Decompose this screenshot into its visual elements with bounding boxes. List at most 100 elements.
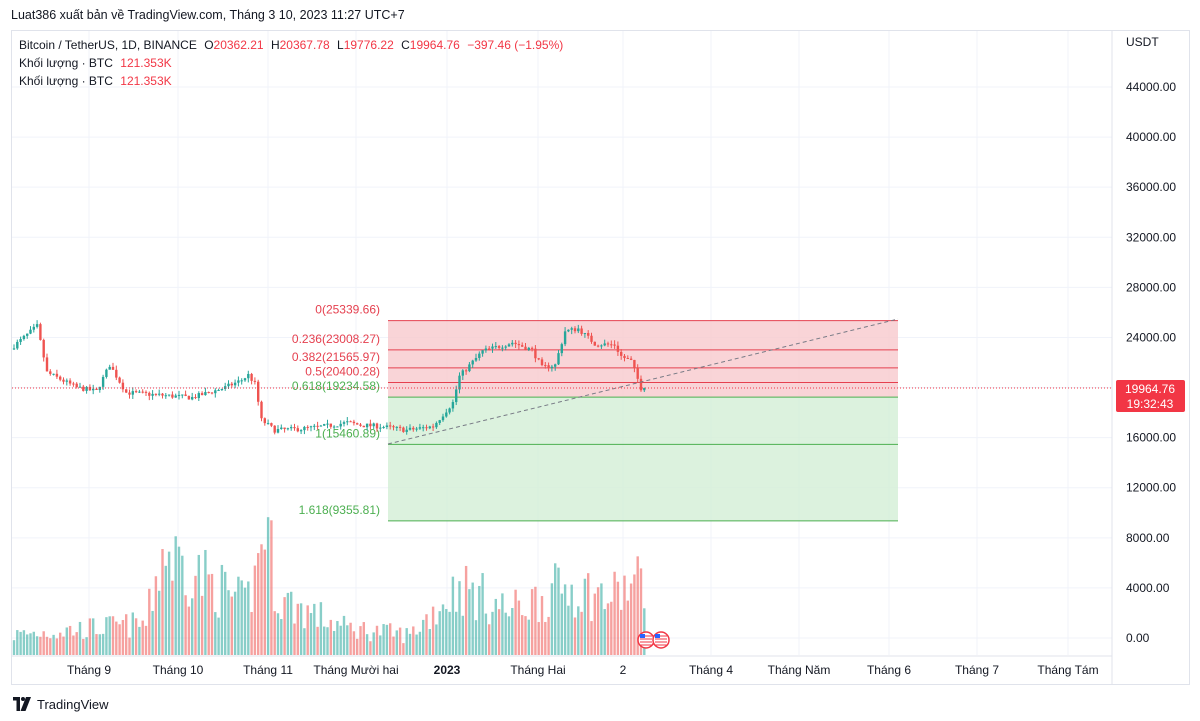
x-tick-label: Tháng 6 xyxy=(867,663,911,677)
volume-bar xyxy=(365,634,369,655)
axis-layer[interactable]: 44000.0040000.0036000.0032000.0028000.00… xyxy=(12,31,1185,684)
legend-close-key: C xyxy=(401,38,410,52)
volume-bar xyxy=(332,630,336,655)
volume-bar xyxy=(319,602,323,655)
volume-bar xyxy=(570,584,573,655)
flag-canton xyxy=(640,634,645,638)
volume-bar xyxy=(471,582,474,655)
candle-body xyxy=(283,427,286,430)
candle-body xyxy=(306,426,309,428)
candle-body xyxy=(349,421,352,423)
fib-zone xyxy=(388,367,898,383)
volume-bar xyxy=(369,641,372,655)
fib-retracement[interactable]: 0(25339.66) 0.236(23008.27) 0.382(21565.97… xyxy=(292,303,898,522)
legend-volume-value: 121.353K xyxy=(120,74,172,88)
candle-body xyxy=(243,378,247,381)
candle-body xyxy=(316,425,319,427)
legend-volume-label[interactable]: Khối lượng · BTC xyxy=(19,74,113,88)
volume-bar xyxy=(326,627,329,655)
candle-body xyxy=(220,388,224,390)
volume-bar xyxy=(174,536,177,655)
legend-open-key: O xyxy=(204,38,214,52)
volume-bar xyxy=(623,575,626,655)
legend-volume-row-2[interactable]: Khối lượng · BTC 121.353K xyxy=(19,74,176,88)
volume-bar xyxy=(42,631,45,655)
volume-bar xyxy=(583,578,587,655)
volume-bar xyxy=(164,565,167,655)
volume-bar xyxy=(626,600,629,655)
candle-body xyxy=(524,346,527,350)
volume-bar xyxy=(151,610,154,655)
candle-body xyxy=(32,326,35,330)
tradingview-logo-icon xyxy=(13,697,31,711)
volume-bar xyxy=(329,619,332,655)
candle-body xyxy=(184,394,187,396)
x-tick-label: Tháng 11 xyxy=(243,663,293,677)
y-tick-label: 36000.00 xyxy=(1126,180,1176,194)
candle-body xyxy=(148,392,151,396)
volume-bar xyxy=(497,609,501,655)
candle-body xyxy=(35,324,39,327)
candle-body xyxy=(250,373,253,381)
volume-bar xyxy=(266,517,270,655)
volume-bar xyxy=(527,619,530,655)
volume-bar xyxy=(339,625,342,655)
volume-bar xyxy=(62,636,65,655)
volume-bar xyxy=(511,608,514,655)
volume-bar xyxy=(501,593,504,655)
legend-symbol-row[interactable]: Bitcoin / TetherUS, 1D, BINANCE O20362.2… xyxy=(19,38,567,52)
volume-bar xyxy=(121,620,125,655)
tradingview-brand[interactable]: TradingView xyxy=(37,696,109,712)
candle-body xyxy=(567,329,570,332)
candle-body xyxy=(217,389,220,391)
volume-bar xyxy=(405,628,408,655)
fib-level-label: 1(15460.89) xyxy=(315,426,380,440)
candle-body xyxy=(125,389,128,393)
chart-canvas[interactable]: 0(25339.66) 0.236(23008.27) 0.382(21565.97… xyxy=(0,0,1200,690)
volume-bar xyxy=(356,638,359,655)
volume-bar xyxy=(422,619,425,655)
footer[interactable]: TradingView xyxy=(11,694,109,714)
candle-body xyxy=(468,364,471,372)
volume-bar xyxy=(88,618,92,655)
candle-body xyxy=(554,364,557,367)
volume-bar xyxy=(418,631,422,655)
candle-body xyxy=(118,377,121,383)
legend-volume-label[interactable]: Khối lượng · BTC xyxy=(19,56,113,70)
candle-body xyxy=(101,376,105,387)
volume-bar xyxy=(323,626,326,655)
candle-body xyxy=(68,380,72,384)
candle-body xyxy=(319,425,323,427)
volume-bar xyxy=(573,617,577,655)
candle-body xyxy=(530,347,534,349)
volume-bar xyxy=(484,613,488,655)
candle-body xyxy=(474,357,478,361)
legend-symbol[interactable]: Bitcoin / TetherUS, 1D, BINANCE xyxy=(19,38,197,52)
legend-volume-row-1[interactable]: Khối lượng · BTC 121.353K xyxy=(19,56,176,70)
candle-body xyxy=(197,393,200,399)
volume-bar xyxy=(540,596,544,655)
candle-body xyxy=(478,353,481,358)
candle-body xyxy=(266,423,270,425)
candle-body xyxy=(194,397,197,399)
candle-body xyxy=(303,426,306,431)
volume-bar xyxy=(550,583,554,655)
us-flag-event-icon xyxy=(652,631,670,649)
candle-body xyxy=(643,387,646,391)
x-tick-label: 2023 xyxy=(434,663,461,677)
volume-bar xyxy=(214,612,217,655)
volume-bar xyxy=(240,580,243,655)
candle-body xyxy=(121,382,125,390)
candle-body xyxy=(313,425,316,427)
volume-bar xyxy=(537,622,540,655)
volume-bar xyxy=(468,589,471,655)
volume-bar xyxy=(171,580,174,655)
candle-body xyxy=(138,391,141,393)
volume-bar xyxy=(220,564,224,655)
volume-bar xyxy=(412,626,415,655)
volume-bar xyxy=(32,631,35,655)
volume-bar xyxy=(372,632,375,655)
volume-bar xyxy=(596,587,600,655)
volume-bar xyxy=(270,520,273,655)
candle-body xyxy=(253,380,257,382)
